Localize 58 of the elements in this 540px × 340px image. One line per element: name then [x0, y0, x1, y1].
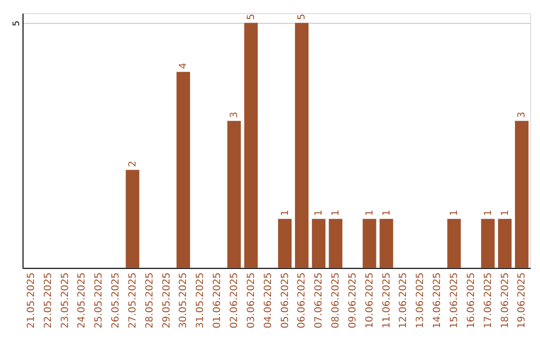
x-tick-label: 28.05.2025 [144, 272, 156, 328]
bar [294, 22, 309, 268]
x-tick-label: 10.06.2025 [364, 272, 376, 328]
bar [514, 120, 529, 268]
x-tick-label: 24.05.2025 [76, 272, 88, 328]
x-tick-label: 12.06.2025 [398, 272, 410, 328]
x-tick-label: 03.06.2025 [246, 272, 257, 328]
data-label: 1 [500, 210, 511, 216]
x-tick-label: 05.06.2025 [280, 272, 291, 328]
bar [328, 218, 342, 268]
data-label: 1 [314, 210, 325, 216]
bar [312, 218, 326, 268]
bar [176, 72, 190, 268]
x-tick-label: 21.05.2025 [26, 272, 37, 328]
data-label: 3 [229, 112, 240, 118]
bar [380, 218, 394, 268]
x-tick-label: 14.06.2025 [432, 272, 444, 328]
x-tick-label: 26.05.2025 [110, 272, 122, 328]
x-tick-label: 06.06.2025 [296, 272, 308, 328]
x-tick-label: 07.06.2025 [314, 272, 325, 328]
bar [481, 218, 495, 268]
x-tick-label: 25.05.2025 [94, 272, 105, 328]
x-tick-label: 29.05.2025 [161, 272, 172, 328]
x-tick-label: 18.06.2025 [500, 272, 511, 328]
data-label: 3 [516, 112, 528, 118]
data-label: 1 [330, 210, 342, 216]
x-tick-label: 16.06.2025 [466, 272, 477, 328]
data-label: 5 [296, 14, 308, 20]
data-label: 4 [178, 62, 190, 69]
data-label: 1 [381, 210, 392, 216]
bar [227, 120, 241, 268]
x-tick-label: 08.06.2025 [330, 272, 342, 328]
data-label: 1 [448, 210, 460, 216]
data-label: 5 [246, 14, 257, 20]
x-tick-label: 11.06.2025 [381, 272, 392, 328]
x-tick-label: 27.05.2025 [127, 272, 138, 328]
x-tick-label: 19.06.2025 [516, 272, 528, 328]
x-tick-label: 15.06.2025 [448, 272, 460, 328]
x-tick-label: 23.05.2025 [60, 272, 71, 328]
bar [126, 170, 140, 268]
data-label: 1 [482, 210, 494, 216]
x-tick-label: 22.05.2025 [42, 272, 54, 328]
x-tick-label: 13.06.2025 [415, 272, 426, 328]
data-label: 1 [280, 210, 291, 216]
x-tick-label: 17.06.2025 [482, 272, 494, 328]
bar [244, 22, 258, 268]
data-label: 1 [364, 210, 376, 216]
x-tick-label: 01.06.2025 [212, 272, 224, 328]
bar [447, 218, 461, 268]
x-tick-label: 30.05.2025 [178, 272, 190, 328]
x-tick-label: 09.06.2025 [347, 272, 358, 328]
bar [362, 218, 376, 268]
data-label: 2 [127, 160, 138, 167]
x-tick-label: 31.05.2025 [195, 272, 206, 328]
bar [278, 218, 292, 268]
bar [498, 218, 512, 268]
x-tick-label: 02.06.2025 [229, 272, 240, 328]
x-tick-label: 04.06.2025 [262, 272, 274, 328]
